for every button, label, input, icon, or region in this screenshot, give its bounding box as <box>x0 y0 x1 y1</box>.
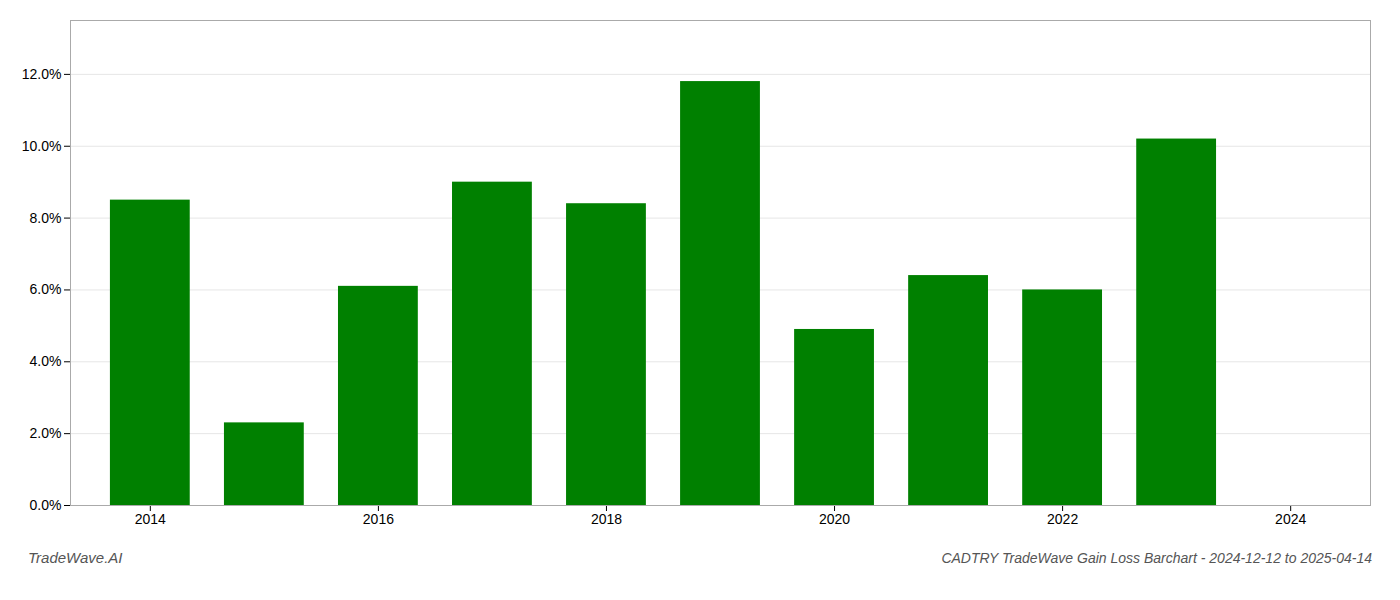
svg-text:12.0%: 12.0% <box>22 66 62 82</box>
html-text:TradeWave.AI: TradeWave.AI <box>28 549 123 566</box>
svg-text:10.0%: 10.0% <box>22 138 62 154</box>
svg-text:2018: 2018 <box>591 511 622 527</box>
svg-text:2022: 2022 <box>1047 511 1078 527</box>
svg-text:6.0%: 6.0% <box>30 281 62 297</box>
svg-text:2020: 2020 <box>819 511 850 527</box>
svg-text:2016: 2016 <box>363 511 394 527</box>
svg-text:0.0%: 0.0% <box>30 497 62 513</box>
svg-text:2024: 2024 <box>1275 511 1306 527</box>
svg-text:8.0%: 8.0% <box>30 210 62 226</box>
html-text:CADTRY TradeWave Gain Loss Bar: CADTRY TradeWave Gain Loss Barchart - 20… <box>941 550 1372 566</box>
svg-text:2014: 2014 <box>135 511 166 527</box>
svg-text:2.0%: 2.0% <box>30 425 62 441</box>
svg-text:4.0%: 4.0% <box>30 353 62 369</box>
